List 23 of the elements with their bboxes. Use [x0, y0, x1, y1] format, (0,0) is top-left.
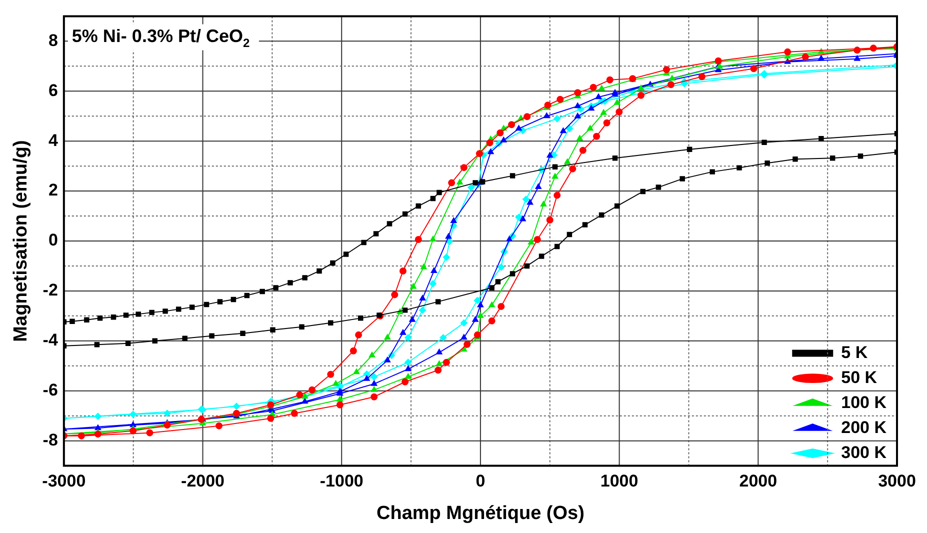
x-tick-label: 3000	[878, 472, 916, 491]
legend-label: 200 K	[841, 418, 888, 437]
x-tick-label: 2000	[739, 472, 778, 491]
x-axis-title: Champ Mgnétique (Os)	[376, 502, 584, 524]
y-tick-label: 4	[48, 130, 58, 150]
y-tick-label: 6	[48, 80, 58, 100]
x-tick-label: -1000	[320, 472, 364, 491]
y-tick-label: -2	[42, 280, 58, 300]
y-tick-label: 0	[48, 230, 58, 250]
legend-label: 300 K	[841, 443, 888, 462]
y-tick-label: 8	[48, 30, 58, 50]
y-tick-label: -4	[42, 330, 58, 350]
x-tick-label: -2000	[181, 472, 225, 491]
y-axis-title: Magnetisation (emu/g)	[10, 140, 32, 342]
legend-label: 5 K	[841, 343, 868, 362]
y-tick-label: 2	[48, 180, 58, 200]
x-tick-label: 0	[476, 472, 486, 491]
y-tick-label: -6	[42, 380, 58, 400]
x-tick-label: -3000	[42, 472, 86, 491]
legend-label: 50 K	[841, 368, 878, 387]
legend-label: 100 K	[841, 393, 888, 412]
x-tick-label: 1000	[600, 472, 638, 491]
y-tick-label: -8	[42, 430, 58, 450]
